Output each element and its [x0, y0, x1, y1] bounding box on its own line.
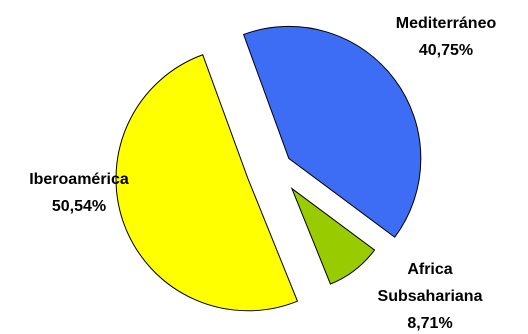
slice-value-africa: 8,71%	[407, 315, 452, 332]
slice-label-africa-line1: Africa	[407, 261, 452, 278]
slice-value-iberoamerica: 50,54%	[52, 198, 106, 215]
slice-label-africa-line2: Subsahariana	[378, 288, 483, 305]
pie-slices	[115, 25, 422, 312]
slice-africa-subsahariana	[290, 187, 376, 285]
slice-mediterraneo	[242, 25, 422, 238]
slice-value-mediterraneo: 40,75%	[419, 42, 473, 59]
slice-label-mediterraneo: Mediterráneo	[396, 15, 497, 32]
slice-iberoamerica	[115, 54, 299, 312]
slice-label-iberoamerica: Iberoamérica	[29, 171, 129, 188]
